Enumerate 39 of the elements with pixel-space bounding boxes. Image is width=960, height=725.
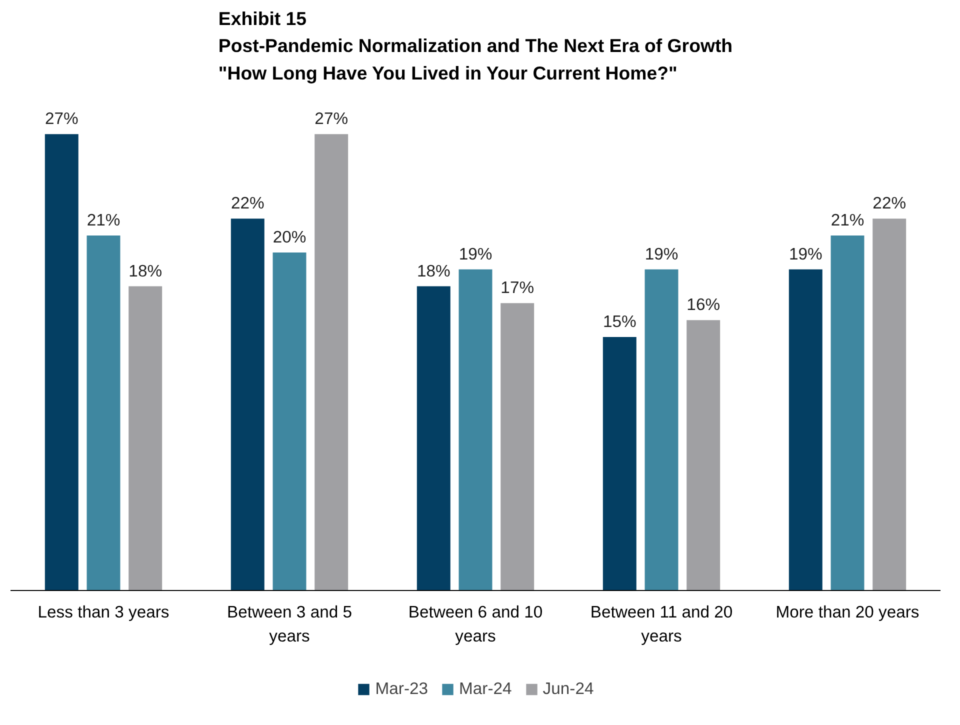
data-label: 15% — [602, 312, 637, 331]
x-tick-label: More than 20 years — [776, 602, 920, 622]
data-label: 18% — [416, 261, 451, 280]
bar — [788, 269, 822, 591]
data-label: 19% — [644, 244, 678, 264]
bar — [500, 303, 534, 591]
data-label: 20% — [272, 227, 306, 246]
bar — [686, 320, 720, 591]
bar — [602, 336, 636, 591]
bar — [230, 218, 264, 591]
bar — [416, 286, 450, 591]
data-label: 27% — [314, 109, 348, 128]
x-tick-label: Less than 3 years — [38, 602, 170, 622]
bar — [86, 236, 120, 591]
legend-label: Jun-24 — [542, 679, 594, 699]
data-label: 27% — [44, 109, 79, 128]
x-tick-label: Between 6 and 10 years — [408, 602, 543, 646]
bar — [44, 134, 78, 591]
data-label: 18% — [128, 261, 162, 280]
data-label: 22% — [872, 194, 906, 213]
chart-title: Exhibit 15 Post-Pandemic Normalization and The Next Era of Growth "How Long Have You Lived in Your Current Home?" — [218, 8, 733, 84]
bar — [128, 286, 162, 591]
data-label: 21% — [86, 210, 120, 230]
legend-label: Mar-24 — [459, 679, 512, 699]
bar — [644, 269, 678, 591]
data-label: 19% — [788, 244, 823, 264]
data-label: 16% — [686, 295, 720, 314]
bar — [272, 252, 306, 591]
bar — [458, 269, 492, 591]
bar — [830, 236, 864, 591]
data-label: 22% — [230, 194, 265, 213]
data-label: 19% — [458, 244, 492, 264]
x-tick-label: Between 3 and 5 years — [226, 602, 352, 646]
x-tick-label: Between 11 and 20 years — [590, 602, 733, 646]
bar — [872, 218, 906, 591]
data-label: 21% — [830, 210, 864, 230]
legend-label: Mar-23 — [375, 679, 428, 699]
bar — [314, 134, 348, 591]
data-label: 17% — [500, 278, 534, 298]
